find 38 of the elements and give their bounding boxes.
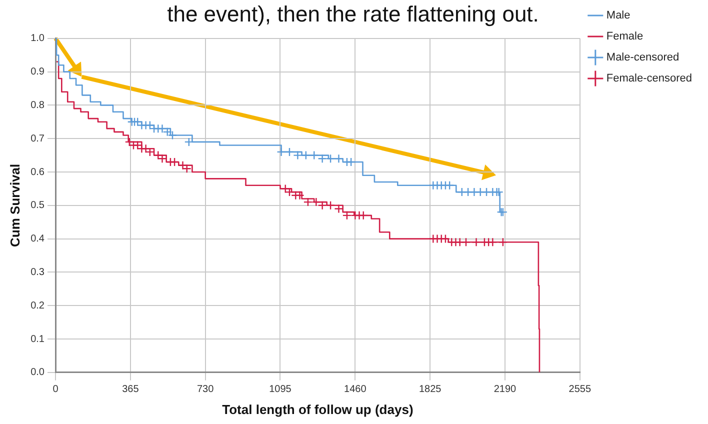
legend-label: Female-censored — [606, 72, 692, 85]
chart-title: the event), then the rate flattening out. — [167, 1, 539, 26]
x-tick-label: 1825 — [418, 384, 442, 396]
x-tick-label: 0 — [52, 384, 59, 396]
point — [496, 207, 506, 217]
x-tick-label: 2190 — [494, 384, 517, 396]
x-axis-title: Total length of follow up (days) — [222, 402, 414, 417]
point — [158, 154, 167, 164]
y-tick-label: 0.4 — [30, 234, 45, 245]
y-tick-label: 0.5 — [30, 200, 45, 212]
y-tick-label: 0.3 — [30, 266, 45, 278]
x-tick-label: 1460 — [344, 384, 367, 396]
y-tick-label: 0.8 — [30, 100, 45, 111]
legend-label: Female — [606, 30, 644, 43]
y-tick-label: 0.0 — [30, 367, 45, 378]
legend-label: Male — [606, 10, 630, 22]
x-tick-label: 2555 — [568, 384, 592, 396]
point — [334, 204, 344, 214]
x-tick-label: 365 — [122, 384, 140, 396]
x-tick-label: 1095 — [269, 384, 292, 396]
point — [182, 164, 192, 174]
y-tick-label: 0.9 — [30, 66, 45, 78]
point — [494, 187, 504, 197]
y-tick-label: 0.6 — [30, 166, 45, 178]
point — [293, 150, 302, 160]
y-axis-title: Cum Survival — [7, 164, 22, 247]
y-tick-label: 0.2 — [30, 300, 45, 312]
point — [498, 207, 508, 217]
y-tick-label: 0.1 — [30, 334, 45, 345]
point — [295, 190, 304, 200]
point — [342, 210, 352, 220]
x-tick-label: 730 — [196, 384, 214, 396]
point — [303, 197, 313, 207]
point — [318, 154, 327, 164]
y-tick-label: 1.0 — [30, 33, 45, 44]
point — [133, 140, 142, 150]
y-tick-label: 0.7 — [30, 133, 45, 144]
legend-label: Male-censored — [606, 52, 680, 64]
